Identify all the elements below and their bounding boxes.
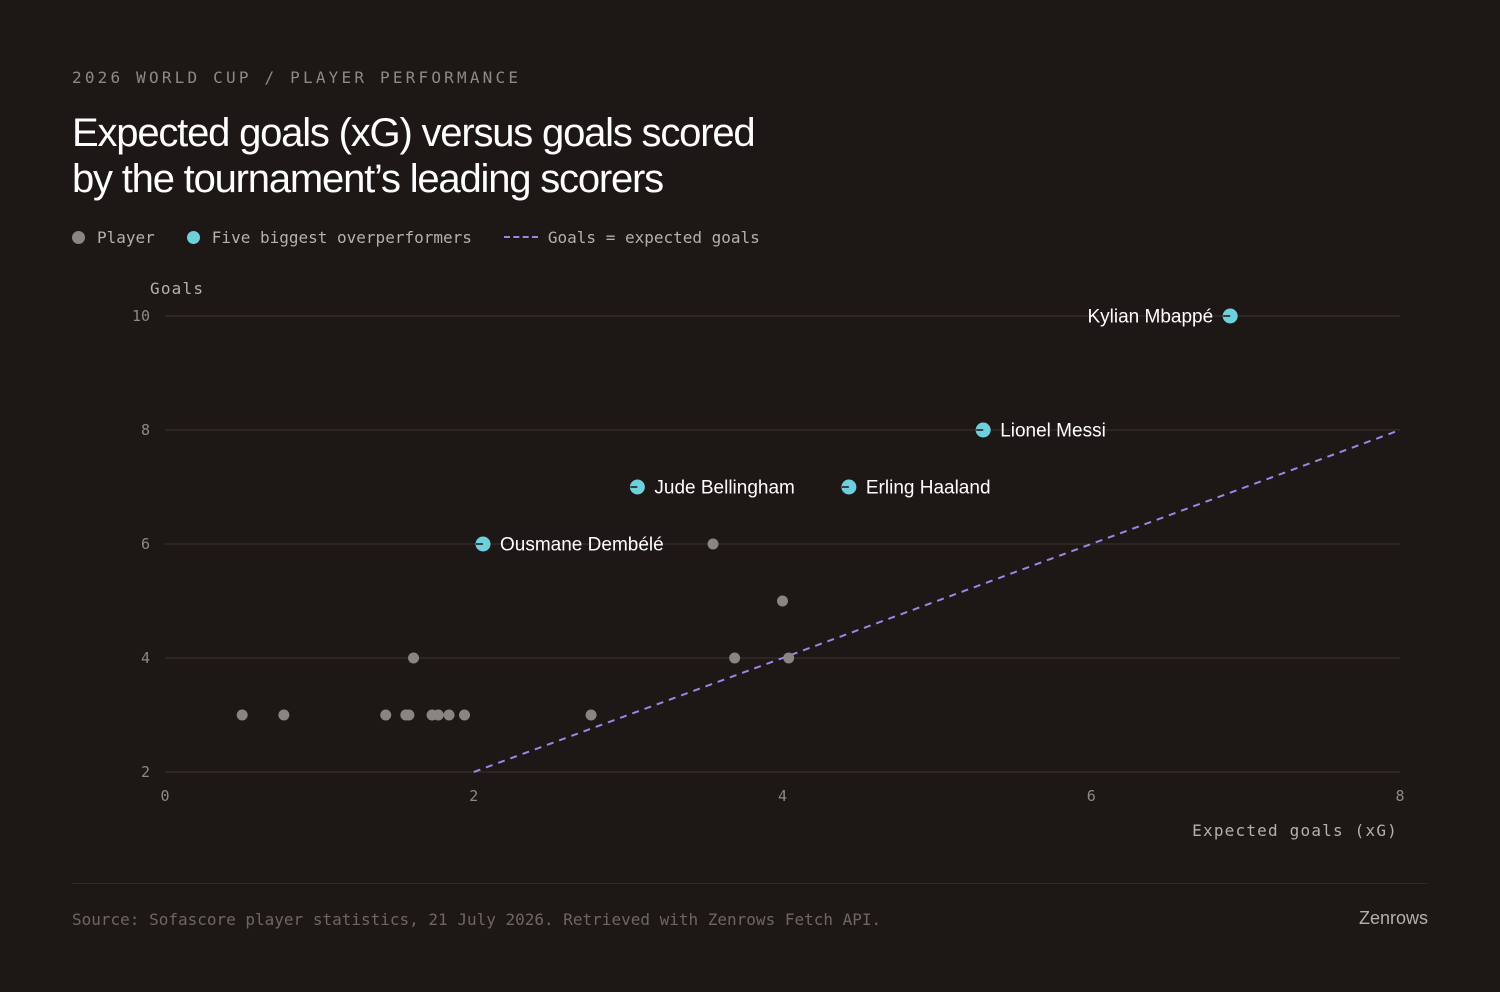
player-point <box>783 652 795 664</box>
player-point <box>707 538 719 550</box>
dashed-line-icon <box>503 236 538 238</box>
page-title: Expected goals (xG) versus goals scored … <box>72 110 872 202</box>
x-tick-label: 4 <box>778 787 787 805</box>
player-point <box>278 709 290 721</box>
x-axis-label: Expected goals (xG) <box>1192 821 1398 840</box>
player-point <box>408 652 420 664</box>
source-note: Source: Sofascore player statistics, 21 … <box>72 910 882 929</box>
reference-line <box>473 429 1401 773</box>
title-line-2: by the tournament’s leading scorers <box>72 157 664 201</box>
legend-item-overperformers: Five biggest overperformers <box>186 227 472 247</box>
y-tick-label: 8 <box>141 421 150 439</box>
player-dot-icon <box>72 230 85 244</box>
player-point <box>458 709 470 721</box>
legend: Player Five biggest overperformers Goals… <box>72 226 792 248</box>
player-point <box>403 709 415 721</box>
title-line-1: Expected goals (xG) versus goals scored <box>72 111 756 155</box>
footer-divider <box>72 883 1428 884</box>
legend-reference-label: Goals = expected goals <box>547 227 760 247</box>
overperformer-label: Ousmane Dembélé <box>500 535 664 556</box>
legend-overperformers-label: Five biggest overperformers <box>211 227 472 247</box>
overperformer-label: Lionel Messi <box>1000 421 1106 442</box>
overperformer-label: Erling Haaland <box>866 478 991 499</box>
player-point <box>729 652 741 664</box>
player-point <box>443 709 455 721</box>
player-point <box>380 709 392 721</box>
legend-item-reference: Goals = expected goals <box>503 227 760 247</box>
overperformer-label: Jude Bellingham <box>654 478 794 499</box>
legend-player-label: Player <box>97 227 155 247</box>
player-point <box>585 709 597 721</box>
y-tick-label: 4 <box>141 649 150 667</box>
y-tick-label: 2 <box>141 763 150 781</box>
eyebrow: 2026 WORLD CUP / PLAYER PERFORMANCE <box>72 68 522 87</box>
player-point <box>432 709 444 721</box>
x-tick-label: 6 <box>1087 787 1096 805</box>
player-point <box>236 709 248 721</box>
brand-logo: Zenrows <box>1358 908 1428 928</box>
y-tick-label: 6 <box>141 535 150 553</box>
x-tick-label: 0 <box>160 787 169 805</box>
x-tick-label: 8 <box>1395 787 1404 805</box>
overperformer-dot-icon <box>186 230 200 244</box>
overperformer-label: Kylian Mbappé <box>1087 307 1213 328</box>
y-axis-label: Goals <box>150 279 204 298</box>
legend-item-player: Player <box>72 228 155 247</box>
y-tick-label: 10 <box>132 307 150 325</box>
player-point <box>777 595 788 607</box>
x-tick-label: 2 <box>469 787 478 805</box>
